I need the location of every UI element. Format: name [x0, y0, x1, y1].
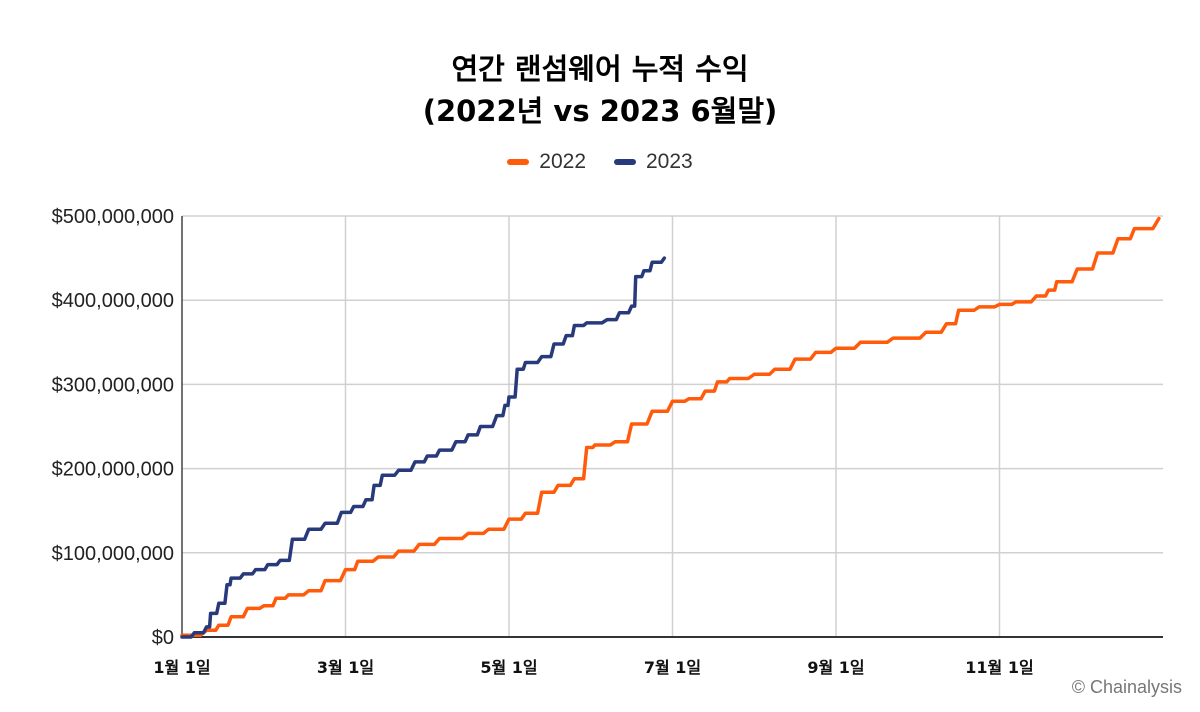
x-tick-label: 3월 1일	[317, 658, 374, 677]
series-line-2022	[180, 216, 1161, 638]
x-tick-label: 9월 1일	[807, 658, 864, 677]
x-tick-label: 1월 1일	[153, 658, 210, 677]
legend-item-2022: 2022	[507, 150, 586, 174]
legend-label-2023: 2023	[646, 150, 693, 173]
source-credit: © Chainalysis	[1071, 677, 1182, 697]
legend: 2022 2023	[0, 150, 1200, 174]
chart-subtitle: (2022년 vs 2023 6월말)	[422, 94, 778, 128]
y-tick-label: $400,000,000	[52, 290, 174, 312]
legend-swatch-2023	[614, 159, 636, 165]
y-tick-label: $100,000,000	[52, 543, 174, 565]
x-tick-label: 7월 1일	[644, 658, 701, 677]
y-tick-label: $500,000,000	[52, 206, 174, 228]
chart-title: 연간 랜섬웨어 누적 수익	[451, 52, 749, 86]
y-tick-label: $0	[152, 627, 174, 649]
series-line-2023	[180, 256, 667, 639]
x-tick-label: 5월 1일	[480, 658, 537, 677]
legend-item-2023: 2023	[614, 150, 693, 174]
x-tick-label: 11월 1일	[965, 658, 1033, 677]
legend-swatch-2022	[507, 159, 530, 165]
y-tick-label: $200,000,000	[52, 459, 174, 481]
y-tick-label: $300,000,000	[52, 374, 174, 396]
legend-label-2022: 2022	[539, 150, 586, 173]
